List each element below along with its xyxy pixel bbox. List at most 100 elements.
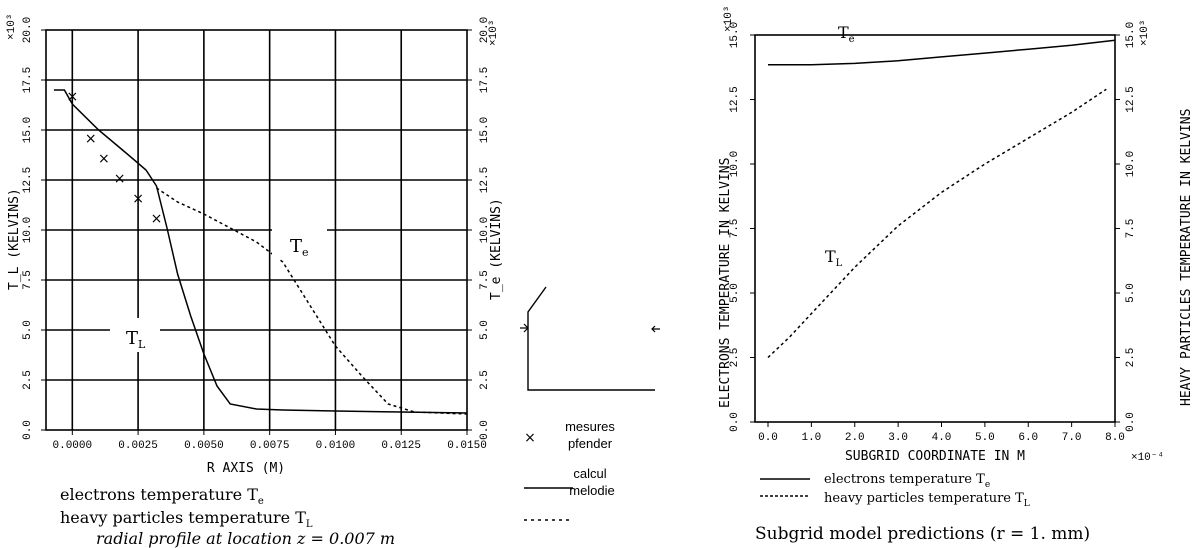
y-tick-label-right: 15.0 <box>1125 22 1137 48</box>
te-label-bg <box>272 225 327 259</box>
left-te-series-label: Te <box>290 236 309 259</box>
x-tick-label: 2.0 <box>845 432 865 444</box>
left-y-multiplier-left: ×10³ <box>6 14 18 40</box>
y-tick-label-right: 10.0 <box>1125 151 1137 177</box>
y-tick-label-right: 2.5 <box>479 370 491 390</box>
y-tick-label-left: 5.0 <box>729 283 741 303</box>
x-tick-label: 0.0025 <box>118 440 158 452</box>
y-tick-label-right: 12.5 <box>1125 86 1137 112</box>
y-tick-label-right: 5.0 <box>479 320 491 340</box>
x-tick-label: 6.0 <box>1018 432 1038 444</box>
y-tick-label-left: 0.0 <box>729 412 741 432</box>
x-tick-label: 0.0 <box>758 432 778 444</box>
right-y-axis-label-left-chart: T_e (KELVINS) <box>489 198 504 300</box>
left-chart-title: radial profile at location z = 0.007 m <box>96 529 395 548</box>
x-tick-label: 0.0050 <box>184 440 224 452</box>
pfender-measurement-point: × <box>98 151 110 167</box>
right-legend-electrons: electrons temperature Te <box>824 472 990 490</box>
right-te-series-label: Te <box>838 23 855 45</box>
profile-sketch <box>527 286 655 391</box>
y-tick-label-left: 2.5 <box>729 348 741 368</box>
y-tick-label-left: 10.0 <box>729 151 741 177</box>
series-line-t-e <box>768 39 1116 66</box>
y-tick-label-left: 15.0 <box>22 117 34 143</box>
right-plot-frame <box>754 34 1116 423</box>
x-tick-label: 3.0 <box>888 432 908 444</box>
series-line-t-l <box>767 88 1107 359</box>
left-y-multiplier-right: ×10³ <box>488 20 500 46</box>
tl-label-bg <box>110 318 160 352</box>
y-tick-label-right: 2.5 <box>1125 348 1137 368</box>
right-series <box>767 39 1116 359</box>
y-tick-label-left: 7.5 <box>729 219 741 239</box>
y-tick-label-left: 2.5 <box>22 370 34 390</box>
left-x-axis-label: R AXIS (M) <box>207 461 285 476</box>
x-tick-label: 0.0150 <box>447 440 487 452</box>
y-tick-label-right: 7.5 <box>1125 219 1137 239</box>
right-x-multiplier: ×10⁻⁴ <box>1131 452 1164 464</box>
y-tick-label-left: 20.0 <box>22 17 34 43</box>
legend-calcul: calcul <box>573 466 606 481</box>
y-tick-label-right: 5.0 <box>1125 283 1137 303</box>
y-tick-label-right: 0.0 <box>1125 412 1137 432</box>
x-tick-label: 0.0100 <box>316 440 356 452</box>
x-tick-label: 4.0 <box>932 432 952 444</box>
y-tick-label-right: 12.5 <box>479 167 491 193</box>
x-tick-label: 0.0000 <box>53 440 93 452</box>
left-series: ×××××× <box>53 89 468 415</box>
y-tick-label-left: 12.5 <box>22 167 34 193</box>
pfender-measurement-point: × <box>114 171 126 187</box>
left-x-tick-labels: 0.0000 0.0025 0.0050 0.0075 0.0100 0.0125 0.01… <box>53 430 487 452</box>
y-tick-label-left: 0.0 <box>22 420 34 440</box>
pfender-measurement-point: × <box>66 89 78 105</box>
legend-mesures: mesures <box>565 419 615 434</box>
y-tick-label-right: 20.0 <box>479 17 491 43</box>
profile-sketch-arrow-right <box>651 325 660 333</box>
right-caption: Subgrid model predictions (r = 1. mm) <box>755 524 1090 544</box>
x-tick-label: 5.0 <box>975 432 995 444</box>
left-y-tick-labels: 0.0 0.0 2.5 2.5 5.0 5.0 7.5 7.5 10.0 10.0 12.5 12.5… <box>22 17 491 440</box>
right-y-multiplier-left: ×10³ <box>723 6 735 32</box>
right-legend-heavy: heavy particles temperature TL <box>824 491 1030 509</box>
y-tick-label-left: 10.0 <box>22 217 34 243</box>
right-chart: 0.0 1.0 2.0 3.0 4.0 5.0 6.0 7.0 8.0 0.0 0.0 2.5 2.5… <box>718 6 1194 544</box>
y-tick-label-right: 7.5 <box>479 270 491 290</box>
legend-pfender-text: pfender <box>568 436 613 451</box>
pfender-measurement-point: × <box>132 191 144 207</box>
right-y-multiplier-right: ×10³ <box>1139 20 1151 46</box>
left-chart: 0.0000 0.0025 0.0050 0.0075 0.0100 0.0125 0.01… <box>6 14 504 548</box>
x-tick-label: 0.0125 <box>381 440 421 452</box>
left-legend-electrons: electrons temperature Te <box>60 485 264 507</box>
right-tl-series-label: TL <box>825 247 843 269</box>
middle-legend: × mesures pfender calcul melodie <box>520 286 660 521</box>
left-tl-series-label: TL <box>126 328 146 351</box>
series-line-t-l <box>53 89 468 414</box>
series-line-t-e <box>156 187 468 415</box>
right-y-axis-label-left: ELECTRONS TEMPERATURE IN KELVINS <box>718 158 733 408</box>
y-tick-label-left: 12.5 <box>729 86 741 112</box>
pfender-measurement-point: × <box>151 211 163 227</box>
left-legend-heavy: heavy particles temperature TL <box>60 508 313 530</box>
y-tick-label-right: 17.5 <box>479 67 491 93</box>
x-tick-label: 0.0075 <box>250 440 290 452</box>
right-y-tick-labels: 0.0 0.0 2.5 2.5 5.0 5.0 7.5 7.5 10.0 10.0 12.5 12.5… <box>729 22 1137 432</box>
pfender-measurement-point: × <box>85 131 97 147</box>
x-tick-label: 8.0 <box>1105 432 1125 444</box>
x-tick-label: 7.0 <box>1062 432 1082 444</box>
legend-marker-x: × <box>524 430 536 446</box>
y-tick-label-left: 5.0 <box>22 320 34 340</box>
y-tick-label-left: 15.0 <box>729 22 741 48</box>
right-x-tick-labels: 0.0 1.0 2.0 3.0 4.0 5.0 6.0 7.0 8.0 <box>758 422 1125 444</box>
y-tick-label-left: 17.5 <box>22 67 34 93</box>
y-tick-label-left: 7.5 <box>22 270 34 290</box>
left-y-axis-label: T_L (KELVINS) <box>7 188 22 290</box>
x-tick-label: 1.0 <box>801 432 821 444</box>
right-x-axis-label: SUBGRID COORDINATE IN M <box>845 449 1025 464</box>
y-tick-label-right: 15.0 <box>479 117 491 143</box>
y-tick-label-right: 0.0 <box>479 420 491 440</box>
right-y-axis-label-right: HEAVY PARTICLES TEMPERATURE IN KELVINS <box>1179 109 1194 406</box>
left-grid <box>46 30 467 430</box>
profile-sketch-arrow-left <box>520 323 529 333</box>
y-tick-label-right: 10.0 <box>479 217 491 243</box>
